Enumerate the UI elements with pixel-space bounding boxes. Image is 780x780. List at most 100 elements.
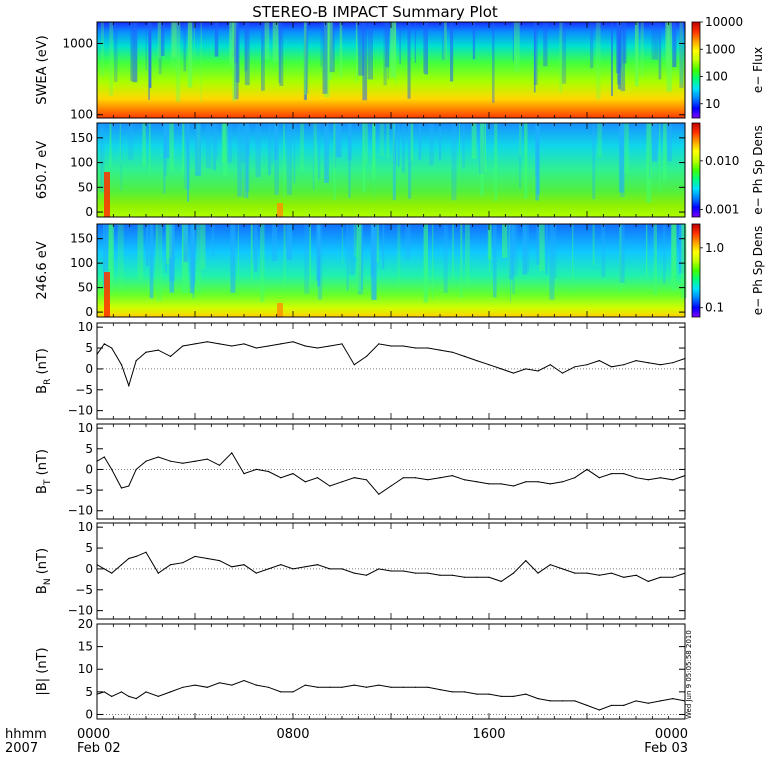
series-point [463,479,466,481]
series-point [206,341,208,343]
series-point [647,580,649,583]
heatmap-streak [405,224,411,259]
heatmap-streak [429,123,434,166]
heatmap-streak [232,22,238,58]
y-axis-label: SWEA (eV) [35,35,50,104]
heatmap-streak [459,123,461,178]
heatmap-streak [484,123,486,174]
heatmap-streak [214,22,219,57]
time-tick-date: Feb 03 [644,741,688,756]
series-point [255,347,257,349]
series-point [623,473,625,475]
heatmap-streak [169,224,175,282]
series-point [267,686,270,688]
series-point [169,564,172,566]
heatmap-streak [387,22,389,79]
y-tick-label: 5 [85,685,93,699]
heatmap-streak [658,22,662,80]
series-point [414,572,417,574]
colorbar-tick-label: 0.001 [705,202,739,216]
heatmap-streak [592,123,596,200]
series-point [120,564,123,566]
colorbar-tick-label: 10000 [705,15,743,29]
panel-frame [96,322,686,420]
heatmap-streak [662,224,666,284]
series-point [353,572,355,574]
series-point [128,385,130,387]
heatmap-streak [328,22,333,69]
heatmap-streak [634,22,639,87]
series-point [476,360,478,362]
y-tick-label: 5 [85,341,93,355]
heatmap-streak [533,22,536,93]
series-point [476,481,478,483]
series-point [647,702,649,704]
series-point [586,704,588,707]
y-axis-label: BR (nT) [35,348,53,394]
series-point [231,684,233,686]
colorbar [691,122,701,218]
series-point [329,568,331,570]
series-point [120,691,123,693]
colorbar-label: e− Flux [751,47,765,93]
series-point [500,368,502,370]
heatmap-streak [572,224,574,292]
heatmap-streak [399,22,401,65]
series-point [500,695,502,698]
series-point [488,576,490,578]
heatmap-streak [163,123,166,194]
series-point [610,366,613,368]
heatmap-streak [283,224,286,287]
series-point [488,364,490,366]
y-tick-label: −10 [68,404,93,418]
heatmap-streak [322,22,328,94]
series-point [182,562,184,564]
series-point [402,345,404,347]
heatmap-streak [561,22,567,84]
y-tick-label: 5 [85,541,93,555]
heatmap-streak [590,22,594,69]
series-point [549,364,551,366]
heatmap-streak [263,22,265,91]
series-point [280,343,282,345]
heatmap-streak [462,123,465,169]
series-point [341,481,343,483]
time-row-label-year: 2007 [5,741,38,756]
heatmap-streak [334,123,336,169]
y-tick-label: −10 [68,504,93,518]
heatmap-field [97,224,685,317]
series-point [365,355,368,357]
heatmap-streak [414,22,416,64]
series-point [145,351,147,353]
heatmap-streak [397,224,401,288]
y-tick-label: −5 [75,583,93,597]
heatmap-streak [233,22,238,63]
heatmap-streak [206,123,212,169]
series-point [390,485,392,487]
series-point [598,709,600,711]
series-point [365,574,368,576]
series-point [598,360,600,362]
heatmap-streak [386,123,390,159]
series-point [586,468,588,470]
series-point [218,560,221,562]
series-point [255,684,257,686]
heatmap-streak [146,224,149,266]
heatmap-streak [444,22,447,60]
panel-5: −10 −5 0 5 10 BT (nT) [35,421,686,520]
heatmap-streak [171,22,177,57]
series-point [111,468,113,470]
heatmap-streak [382,224,385,269]
series-point [610,572,613,574]
heatmap-streak [597,123,602,158]
heatmap-streak [450,22,454,82]
heatmap-streak [272,22,279,63]
heatmap-streak [103,224,106,289]
heatmap-streak [679,22,684,89]
series-point [218,464,221,466]
y-tick-label: 50 [78,281,93,295]
y-axis-label: 650.7 eV [35,141,50,199]
series-point [353,477,355,479]
y-tick-label: 15 [78,640,93,654]
